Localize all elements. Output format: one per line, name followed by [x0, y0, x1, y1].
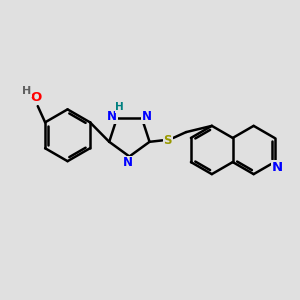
Text: H: H	[22, 86, 31, 96]
Text: H: H	[116, 102, 124, 112]
Text: N: N	[123, 157, 133, 169]
Text: O: O	[31, 92, 42, 104]
Text: S: S	[164, 134, 172, 147]
Text: N: N	[106, 110, 117, 123]
Text: N: N	[272, 161, 283, 174]
Text: N: N	[142, 110, 152, 123]
